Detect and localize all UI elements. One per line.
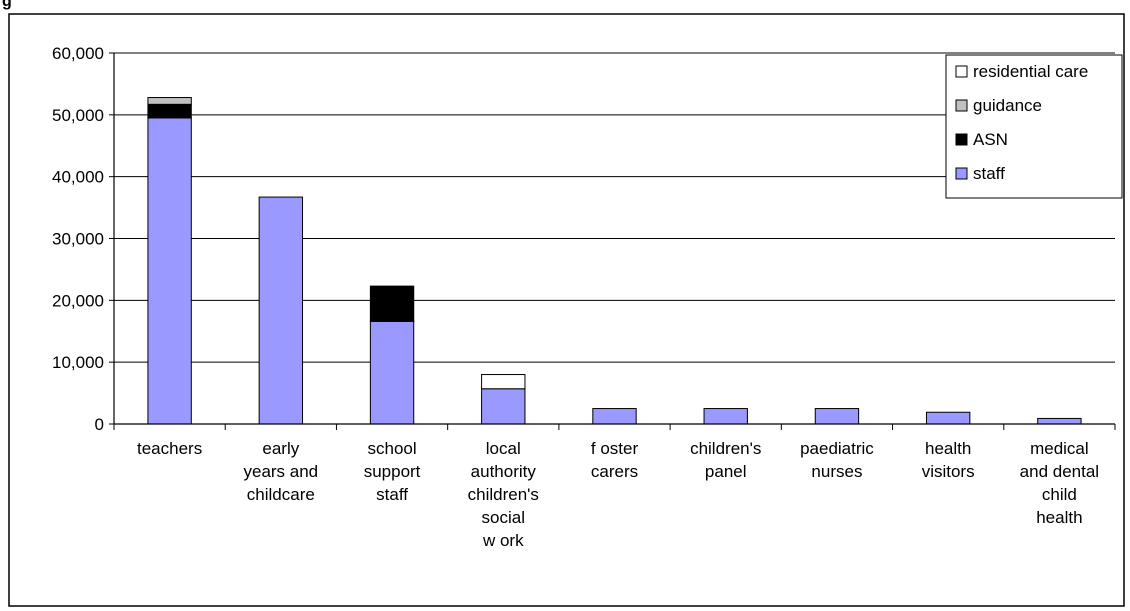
x-category-label: teachers bbox=[137, 439, 202, 458]
legend-swatch-asn bbox=[955, 133, 968, 146]
x-category-label: medical and dental child health bbox=[1020, 439, 1099, 527]
bar-staff-f-oster-carers bbox=[592, 408, 637, 425]
y-tick-label: 0 bbox=[95, 415, 104, 434]
legend-swatch-residential-care bbox=[955, 65, 968, 78]
bar-asn-school-support-staff bbox=[369, 285, 415, 322]
legend-swatch-staff bbox=[955, 167, 968, 180]
bar-staff-early-years-and-childcare bbox=[258, 196, 304, 425]
category-labels: teachers early years and childcare school sup… bbox=[137, 439, 1099, 550]
bar-staff-teachers bbox=[147, 117, 192, 425]
legend-box bbox=[945, 54, 1123, 199]
legend-label-guidance: guidance bbox=[973, 96, 1042, 115]
y-tick-label: 40,000 bbox=[52, 168, 104, 187]
y-tick-label: 30,000 bbox=[52, 230, 104, 249]
y-tick-label: 20,000 bbox=[52, 291, 104, 310]
chart-frame bbox=[8, 13, 1125, 607]
bar-staff-health-visitors bbox=[925, 411, 971, 425]
x-category-label: f oster carers bbox=[591, 439, 639, 481]
legend-swatch-guidance bbox=[955, 99, 968, 112]
cropped-title: g bbox=[2, 0, 12, 10]
bar-staff-children-s-panel bbox=[703, 408, 748, 425]
bar-staff-local-authority-children-s-social-w-ork bbox=[481, 388, 526, 425]
x-category-label: paediatric nurses bbox=[800, 439, 874, 481]
legend-label-residential-care: residential care bbox=[973, 62, 1088, 81]
x-category-label: early years and childcare bbox=[243, 439, 318, 504]
bar-staff-school-support-staff bbox=[369, 320, 415, 425]
bars bbox=[147, 97, 1082, 425]
y-tick-label: 50,000 bbox=[52, 106, 104, 125]
legend-label-staff: staff bbox=[973, 164, 1005, 183]
bar-guidance-teachers bbox=[147, 97, 192, 105]
x-category-label: school support staff bbox=[364, 439, 421, 504]
legend: residential care guidance ASN staff bbox=[945, 54, 1123, 199]
bar-residential-care-local-authority-children-s-social-w-ork bbox=[481, 374, 526, 390]
y-tick-label: 10,000 bbox=[52, 353, 104, 372]
x-category-label: local authority children's social w ork bbox=[468, 439, 539, 550]
x-category-label: health visitors bbox=[922, 439, 975, 481]
bar-asn-teachers bbox=[147, 103, 192, 119]
bar-staff-medical-and-dental-child-health bbox=[1037, 417, 1082, 425]
axes bbox=[113, 53, 1116, 430]
bar-staff-paediatric-nurses bbox=[814, 408, 860, 425]
x-category-label: children's panel bbox=[690, 439, 761, 481]
legend-label-asn: ASN bbox=[973, 130, 1008, 149]
y-tick-label: 60,000 bbox=[52, 44, 104, 63]
y-axis-ticks: 0 10,000 20,000 30,000 40,000 50,000 60,000 bbox=[52, 44, 114, 434]
